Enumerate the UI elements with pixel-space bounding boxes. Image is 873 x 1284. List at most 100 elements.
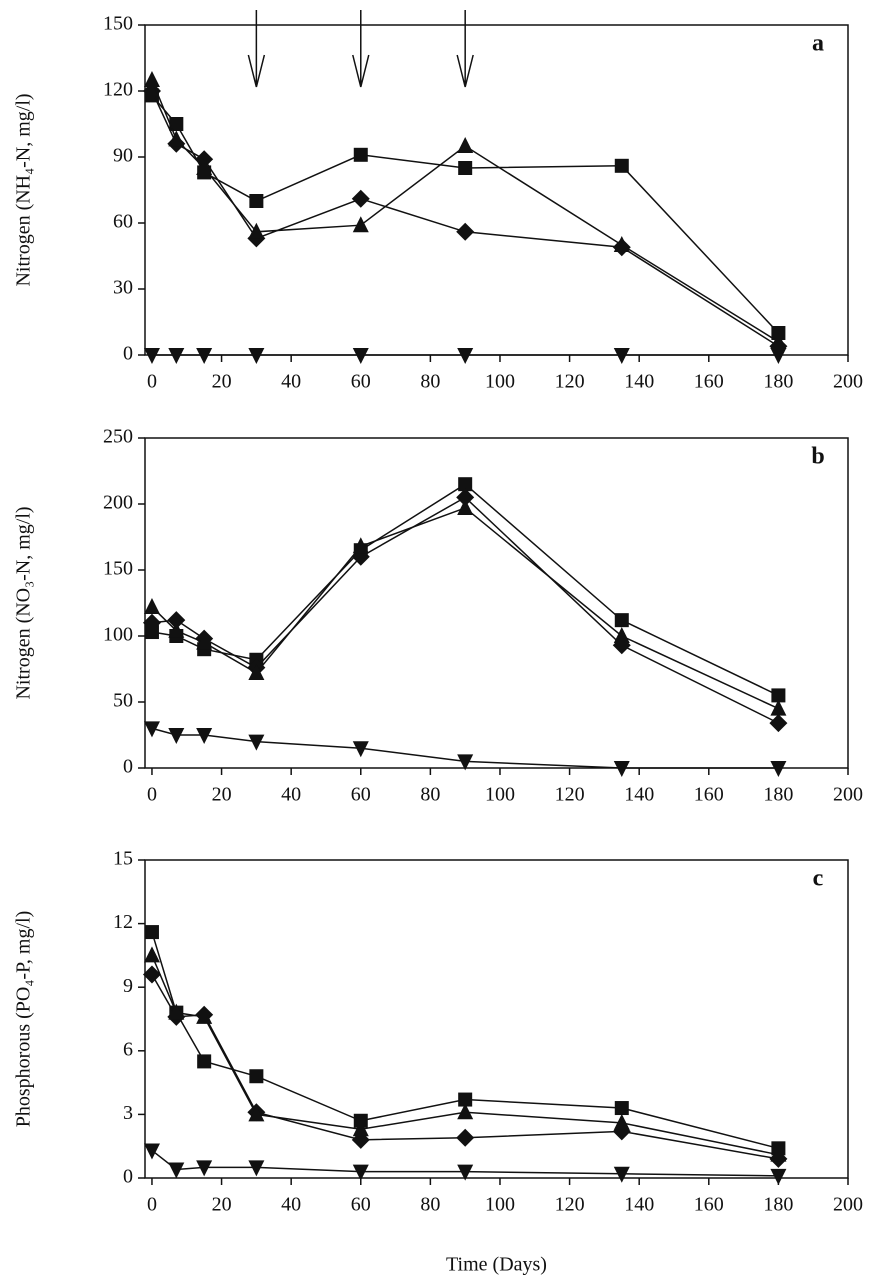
x-tick-label: 200 (833, 784, 863, 806)
x-tick-label: 40 (281, 1194, 301, 1216)
x-tick-label: 40 (281, 784, 301, 806)
x-tick-label: 20 (212, 371, 232, 393)
series-line (151, 496, 779, 724)
arrow (456, 10, 474, 88)
y-axis-label: Nitrogen (NH₄-N, mg/l) (13, 93, 35, 286)
marker (613, 1166, 630, 1183)
y-tick-label: 150 (103, 13, 133, 35)
marker (352, 1120, 369, 1137)
y-tick-label: 50 (113, 690, 133, 712)
marker (613, 236, 630, 252)
marker (457, 498, 474, 515)
marker (614, 1101, 629, 1116)
x-tick-label: 140 (624, 1194, 654, 1216)
plot-frame (144, 859, 849, 1179)
x-tick-label: 140 (624, 784, 654, 806)
marker (144, 925, 159, 940)
x-tick-label: 80 (420, 1194, 440, 1216)
x-tick-label: 160 (694, 371, 724, 393)
x-tick-label: 80 (420, 784, 440, 806)
marker (613, 627, 630, 643)
x-tick-label: 60 (351, 371, 371, 393)
x-tick-label: 180 (763, 1194, 793, 1216)
marker (770, 1168, 787, 1185)
marker (458, 477, 473, 492)
x-tick-label: 80 (420, 371, 440, 393)
marker (352, 216, 369, 233)
marker (456, 1128, 475, 1147)
marker (167, 611, 186, 630)
x-tick-label: 100 (485, 784, 515, 806)
marker (144, 625, 159, 640)
x-tick-label: 20 (212, 784, 232, 806)
marker (770, 1145, 787, 1162)
x-tick-label: 0 (147, 371, 157, 393)
marker (770, 332, 787, 349)
marker (168, 348, 185, 364)
series-line (151, 94, 779, 334)
marker (168, 1003, 185, 1020)
marker (143, 1143, 160, 1160)
x-tick-label: 160 (694, 1194, 724, 1216)
marker (196, 348, 213, 364)
marker (142, 965, 161, 984)
x-tick-label: 200 (833, 1194, 863, 1216)
marker (249, 1069, 264, 1084)
marker (352, 348, 369, 364)
x-tick-label: 180 (763, 784, 793, 806)
marker (614, 158, 629, 173)
marker (248, 663, 265, 680)
x-tick-label: 20 (212, 1194, 232, 1216)
y-tick-label: 250 (103, 426, 133, 448)
panel-label: c (813, 866, 824, 892)
x-axis-label: Time (Days) (446, 1254, 547, 1276)
marker (456, 222, 475, 241)
x-tick-label: 100 (485, 371, 515, 393)
series-line (151, 507, 779, 710)
y-tick-label: 30 (113, 277, 133, 299)
y-tick-label: 0 (123, 756, 133, 778)
marker (456, 488, 475, 507)
y-tick-label: 60 (113, 211, 133, 233)
marker (457, 137, 474, 153)
x-tick-label: 120 (555, 1194, 585, 1216)
marker (142, 613, 161, 632)
marker (457, 1103, 474, 1120)
y-tick-label: 3 (123, 1102, 133, 1124)
x-tick-label: 40 (281, 371, 301, 393)
marker (197, 1054, 212, 1069)
x-tick-label: 60 (351, 1194, 371, 1216)
y-tick-label: 15 (113, 848, 133, 870)
marker (168, 621, 185, 638)
x-tick-label: 0 (147, 784, 157, 806)
marker (457, 348, 474, 364)
marker (613, 761, 630, 777)
x-tick-label: 60 (351, 784, 371, 806)
marker (168, 1162, 185, 1179)
panel-label: a (812, 31, 824, 57)
marker (613, 1113, 630, 1130)
marker (248, 734, 265, 751)
arrow (247, 10, 266, 88)
panel-label: b (811, 444, 824, 470)
marker (248, 1105, 265, 1122)
marker (248, 222, 265, 239)
marker (769, 714, 788, 733)
marker (143, 348, 160, 364)
x-tick-label: 180 (763, 371, 793, 393)
marker (614, 613, 629, 628)
plot-frame (144, 437, 849, 769)
marker (196, 1007, 213, 1024)
marker (458, 1092, 473, 1107)
y-tick-label: 100 (103, 624, 133, 646)
marker (771, 688, 786, 703)
x-tick-label: 160 (694, 784, 724, 806)
y-tick-label: 9 (123, 975, 133, 997)
y-tick-label: 12 (113, 911, 133, 933)
marker (143, 71, 160, 87)
arrow (352, 10, 370, 88)
marker (168, 728, 185, 744)
marker (169, 117, 184, 131)
marker (770, 348, 787, 364)
